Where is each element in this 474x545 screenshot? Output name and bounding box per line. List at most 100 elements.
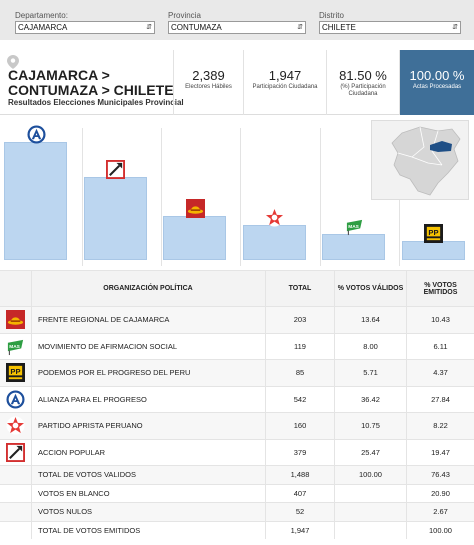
summary-row: VOTOS NULOS 52 2.67: [0, 502, 474, 521]
chart-bar: [163, 216, 226, 260]
summary-total: 1,947: [265, 521, 334, 539]
table-row: PP PODEMOS POR EL PROGRESO DEL PERU 85 5.71…: [0, 359, 474, 386]
party-total: 160: [265, 413, 334, 439]
table-row: ACCION POPULAR 379 25.47 19.47: [0, 438, 474, 466]
summary-name: TOTAL DE VOTOS EMITIDOS: [38, 525, 141, 535]
party-name: PODEMOS POR EL PROGRESO DEL PERU: [38, 368, 191, 378]
stat-label: (%) Participación Ciudadana: [340, 84, 386, 97]
party-name: MOVIMIENTO DE AFIRMACION SOCIAL: [38, 341, 178, 351]
party-name: PARTIDO APRISTA PERUANO: [38, 421, 143, 431]
summary-name: VOTOS NULOS: [38, 507, 93, 517]
app-logo-icon: [0, 387, 31, 413]
frc-logo-icon: [0, 307, 31, 333]
stat-value: 100.00 %: [409, 68, 465, 83]
stat-value: 2,389: [192, 68, 225, 83]
provincia-label: Provincia: [168, 11, 201, 20]
mas-logo-icon: MAS: [0, 334, 31, 360]
party-name: ACCION POPULAR: [38, 447, 106, 457]
stat-participacion: 1,947 Participación Ciudadana: [243, 50, 326, 115]
stat-label: Actas Procesadas: [412, 84, 462, 90]
summary-total: 1,488: [265, 466, 334, 484]
summary-votos-validos: [334, 521, 406, 539]
summary-name: VOTOS EN BLANCO: [38, 488, 110, 498]
chart-bar: [401, 241, 465, 260]
header-votos-validos: % VOTOS VÁLIDOS: [334, 271, 406, 306]
party-votos-emitidos: 10.43: [406, 307, 474, 333]
party-votos-validos: 13.64: [334, 307, 406, 333]
location-pin-icon: [7, 55, 19, 69]
stat-value: 1,947: [268, 68, 302, 83]
stat-value: 81.50 %: [339, 68, 387, 83]
ap-logo-icon: [0, 440, 31, 466]
table-row: FRENTE REGIONAL DE CAJAMARCA 203 13.64 10.4…: [0, 306, 474, 333]
party-total: 119: [265, 333, 334, 359]
chart-gridline: [240, 128, 241, 266]
stat-label: Participación Ciudadana: [252, 84, 318, 90]
summary-votos-validos: [334, 503, 406, 521]
party-name: ALIANZA PARA EL PROGRESO: [38, 394, 147, 404]
header-total: TOTAL: [265, 271, 334, 306]
page-title: CAJAMARCA > CONTUMAZA > CHILETE: [8, 68, 174, 98]
select-arrows-icon: ⇵: [146, 24, 152, 31]
party-votos-emitidos: 6.11: [406, 333, 474, 359]
svg-text:MAS: MAS: [348, 224, 359, 230]
chart-gridline: [82, 128, 83, 266]
party-votos-validos: 10.75: [334, 413, 406, 439]
svg-text:PP: PP: [10, 367, 20, 376]
distrito-value: CHILETE: [322, 23, 356, 32]
summary-row: TOTAL DE VOTOS VALIDOS 1,488 100.00 76.43: [0, 465, 474, 484]
summary-votos-emitidos: 2.67: [406, 503, 474, 521]
stat-electores: 2,389 Electores Hábiles: [173, 50, 243, 115]
summary-row: TOTAL DE VOTOS EMITIDOS 1,947 100.00: [0, 520, 474, 539]
party-total: 85: [265, 360, 334, 386]
table-row: MAS MOVIMIENTO DE AFIRMACION SOCIAL 119 8.0…: [0, 332, 474, 360]
chart-bar-frc-logo-icon: [185, 199, 205, 218]
party-votos-validos: 8.00: [334, 333, 406, 359]
summary-name: TOTAL DE VOTOS VALIDOS: [38, 470, 136, 480]
party-votos-validos: 25.47: [334, 439, 406, 465]
select-arrows-icon: ⇵: [452, 24, 458, 31]
chart-bar-apra-logo-icon: [265, 208, 284, 227]
party-votos-emitidos: 27.84: [406, 386, 474, 412]
provincia-select[interactable]: CONTUMAZA ⇵: [168, 21, 306, 34]
departamento-filter: Departamento: CAJAMARCA ⇵: [15, 11, 155, 34]
chart-bar: [322, 234, 385, 260]
table-row: ALIANZA PARA EL PROGRESO 542 36.42 27.84: [0, 385, 474, 413]
svg-text:MAS: MAS: [9, 344, 20, 350]
party-votos-validos: 5.71: [334, 360, 406, 386]
filter-bar: Departamento: CAJAMARCA ⇵ Provincia CONT…: [0, 0, 474, 40]
chart-bar: [4, 142, 67, 260]
header-organizacion: ORGANIZACIÓN POLÍTICA: [103, 285, 193, 292]
distrito-filter: Distrito CHILETE ⇵: [319, 11, 461, 34]
party-votos-emitidos: 8.22: [406, 413, 474, 439]
party-total: 542: [265, 386, 334, 412]
district-map-shape: [391, 126, 461, 196]
results-header: CAJAMARCA > CONTUMAZA > CHILETE Resultad…: [0, 50, 474, 115]
party-total: 203: [265, 307, 334, 333]
summary-votos-emitidos: 76.43: [406, 466, 474, 484]
chart-gridline: [320, 128, 321, 266]
results-bar-chart: MAS PP: [0, 118, 474, 266]
table-row: PARTIDO APRISTA PERUANO 160 10.75 8.22: [0, 412, 474, 439]
party-votos-emitidos: 19.47: [406, 439, 474, 465]
select-arrows-icon: ⇵: [297, 24, 303, 31]
provincia-filter: Provincia CONTUMAZA ⇵: [168, 11, 306, 34]
summary-votos-validos: [334, 484, 406, 502]
chart-bar: [83, 177, 147, 260]
distrito-select[interactable]: CHILETE ⇵: [319, 21, 461, 34]
title-line-2: CONTUMAZA > CHILETE: [8, 82, 174, 98]
header-votos-emitidos: % VOTOS EMITIDOS: [406, 271, 474, 306]
table-header-row: ORGANIZACIÓN POLÍTICA TOTAL % VOTOS VÁLI…: [0, 270, 474, 306]
distrito-label: Distrito: [319, 11, 344, 20]
summary-total: 52: [265, 503, 334, 521]
district-map: [371, 120, 469, 200]
chart-bar-mas-logo-icon: MAS: [345, 217, 364, 236]
title-line-1: CAJAMARCA >: [8, 67, 110, 83]
party-votos-emitidos: 4.37: [406, 360, 474, 386]
chart-gridline: [161, 128, 162, 266]
podemos-logo-icon: PP: [0, 360, 31, 386]
departamento-select[interactable]: CAJAMARCA ⇵: [15, 21, 155, 34]
party-name: FRENTE REGIONAL DE CAJAMARCA: [38, 315, 170, 325]
chart-bar-podemos-logo-icon: PP: [424, 224, 443, 243]
summary-votos-emitidos: 20.90: [406, 484, 474, 502]
